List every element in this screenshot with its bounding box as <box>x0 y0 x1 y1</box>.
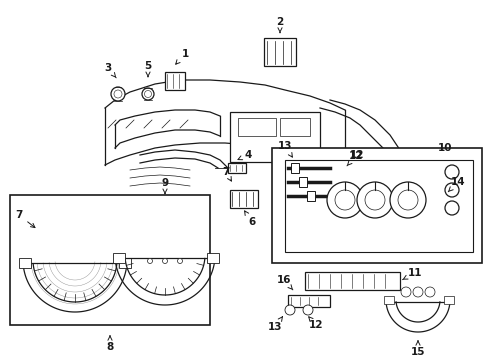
Text: 3: 3 <box>104 63 116 78</box>
Circle shape <box>326 182 362 218</box>
Circle shape <box>147 258 152 264</box>
Bar <box>290 163 298 173</box>
Bar <box>229 190 258 208</box>
Circle shape <box>397 190 417 210</box>
Text: 7: 7 <box>222 167 231 181</box>
Text: 10: 10 <box>437 143 451 153</box>
Text: 16: 16 <box>276 275 292 290</box>
Bar <box>229 112 319 162</box>
Circle shape <box>444 201 458 215</box>
Bar <box>19 258 31 268</box>
Bar <box>10 195 209 325</box>
Text: 8: 8 <box>106 336 113 352</box>
Bar <box>280 118 309 136</box>
Circle shape <box>162 258 167 264</box>
Circle shape <box>334 190 354 210</box>
Circle shape <box>142 88 154 100</box>
Circle shape <box>303 305 312 315</box>
Circle shape <box>444 183 458 197</box>
Text: 14: 14 <box>447 177 465 192</box>
Bar <box>227 163 245 173</box>
Circle shape <box>364 190 384 210</box>
Text: 12: 12 <box>349 150 364 160</box>
Text: 11: 11 <box>402 268 421 280</box>
Bar <box>305 272 399 290</box>
Bar <box>238 118 275 136</box>
Text: 13: 13 <box>267 317 282 332</box>
Circle shape <box>424 287 434 297</box>
Circle shape <box>444 165 458 179</box>
Text: 6: 6 <box>244 211 255 227</box>
Circle shape <box>114 90 122 98</box>
Circle shape <box>356 182 392 218</box>
Circle shape <box>144 90 151 98</box>
Bar <box>113 253 125 263</box>
Text: 12: 12 <box>308 317 323 330</box>
Circle shape <box>111 87 125 101</box>
Circle shape <box>412 287 422 297</box>
Bar <box>287 295 329 307</box>
Bar <box>285 160 472 252</box>
Bar <box>119 258 131 268</box>
Circle shape <box>389 182 425 218</box>
Bar <box>443 296 453 304</box>
Bar <box>264 38 295 66</box>
Circle shape <box>400 287 410 297</box>
Circle shape <box>177 258 182 264</box>
Text: 4: 4 <box>238 150 251 160</box>
Bar <box>383 296 393 304</box>
Text: 9: 9 <box>161 178 168 194</box>
Text: 7: 7 <box>15 210 35 228</box>
Text: 1: 1 <box>175 49 188 64</box>
Text: 5: 5 <box>144 61 151 77</box>
Bar <box>271 148 481 263</box>
Text: 13: 13 <box>277 141 292 157</box>
Bar <box>298 177 306 187</box>
Text: 2: 2 <box>276 17 283 33</box>
Bar <box>306 191 314 201</box>
Bar <box>206 253 219 263</box>
Circle shape <box>285 305 294 315</box>
Text: 12: 12 <box>346 151 363 166</box>
Bar <box>164 72 184 90</box>
Text: 15: 15 <box>410 341 425 357</box>
